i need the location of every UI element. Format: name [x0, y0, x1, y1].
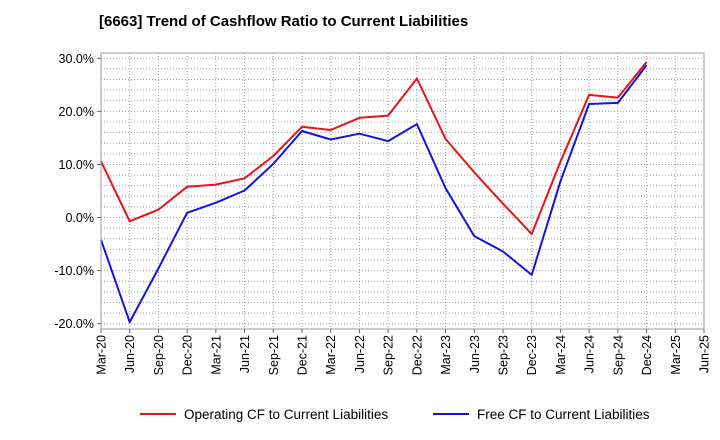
plot-frame: [100, 52, 705, 330]
chart-title: [6663] Trend of Cashflow Ratio to Curren…: [99, 13, 469, 30]
x-tick-label: Sep-21: [267, 335, 281, 375]
x-tick-label: Sep-22: [382, 335, 396, 375]
x-tick-label: Dec-23: [525, 335, 539, 375]
legend-item-free-cf: Free CF to Current Liabilities: [433, 404, 650, 424]
legend-label-operating-cf: Operating CF to Current Liabilities: [184, 406, 389, 422]
x-tick-label: Sep-24: [611, 335, 625, 375]
x-tick-label: Jun-25: [698, 335, 712, 373]
x-tick-label: Mar-22: [324, 335, 338, 375]
x-tick-label: Jun-24: [583, 335, 597, 373]
x-tick-label: Mar-23: [439, 335, 453, 375]
x-tick-label: Sep-23: [497, 335, 511, 375]
y-tick-label: -10.0%: [54, 264, 94, 278]
x-tick-label: Jun-23: [468, 335, 482, 373]
y-tick-label: -20.0%: [54, 317, 94, 331]
series-layer: [100, 61, 648, 324]
x-tick-label: Mar-24: [554, 335, 568, 375]
legend-label-free-cf: Free CF to Current Liabilities: [477, 406, 650, 422]
x-tick-label: Mar-25: [669, 335, 683, 375]
y-tick-label: 20.0%: [59, 105, 94, 119]
x-tick-label: Sep-20: [152, 335, 166, 375]
x-tick-label: Mar-20: [95, 335, 109, 375]
legend-item-operating-cf: Operating CF to Current Liabilities: [140, 404, 388, 424]
x-tick-label: Jun-21: [238, 335, 252, 373]
series-line-operating-cf: [100, 61, 648, 235]
series-line-free-cf: [100, 64, 648, 324]
x-axis-ticks: Mar-20 Jun-20 Sep-20 Dec-20 Mar-21 Jun-21 Sep-…: [95, 329, 712, 375]
x-tick-label: Mar-21: [209, 335, 223, 375]
y-axis-ticks: 30.0% 20.0% 10.0% 0.0% -10.0% -20.0%: [54, 52, 101, 331]
x-tick-label: Dec-20: [181, 335, 195, 375]
legend-swatch-operating-cf: [140, 413, 176, 415]
y-tick-label: 10.0%: [59, 158, 94, 172]
y-tick-label: 0.0%: [66, 211, 95, 225]
x-tick-label: Dec-21: [296, 335, 310, 375]
x-tick-label: Dec-22: [410, 335, 424, 375]
legend-swatch-free-cf: [433, 413, 469, 415]
grid-layer: [100, 53, 705, 329]
x-tick-label: Jun-22: [353, 335, 367, 373]
y-tick-label: 30.0%: [59, 52, 94, 66]
x-tick-label: Dec-24: [640, 335, 654, 375]
x-tick-label: Jun-20: [123, 335, 137, 373]
